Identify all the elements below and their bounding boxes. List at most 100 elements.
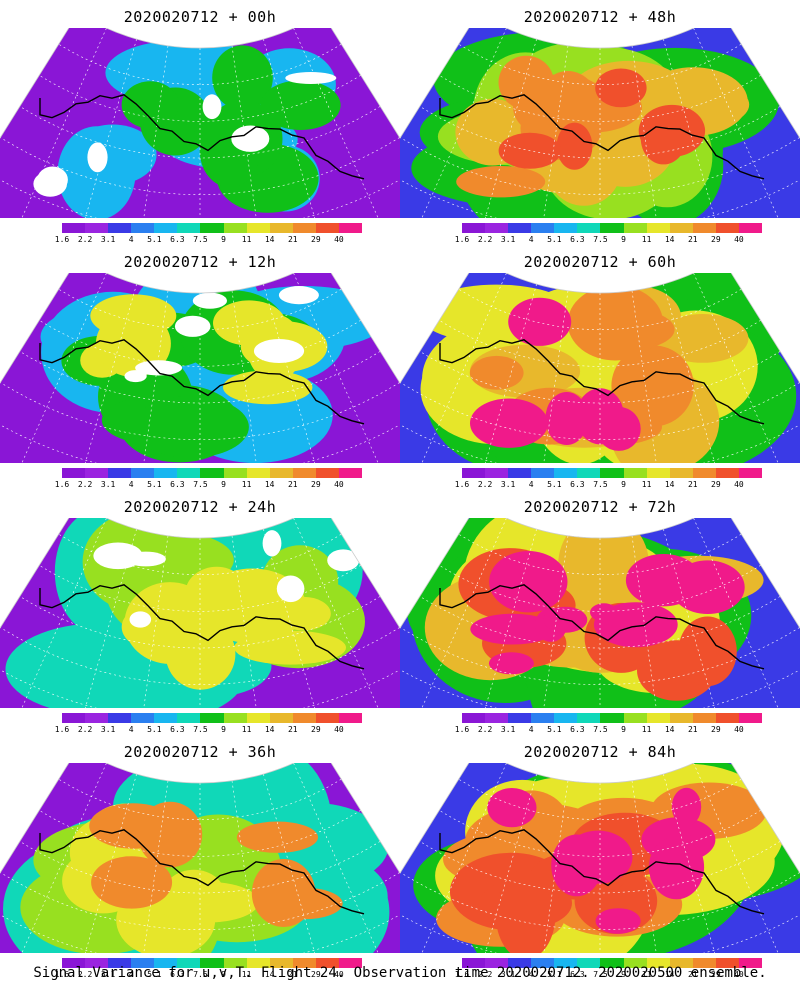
colorbar-tick-label: 29 — [311, 970, 321, 979]
colorbar-swatch — [669, 958, 693, 968]
colorbar-tick-label: 4 — [128, 725, 134, 734]
masked-region — [125, 551, 166, 567]
colorbar-swatch — [246, 468, 270, 478]
coastline — [439, 94, 765, 180]
variance-contour — [489, 551, 568, 613]
longitude-line — [137, 45, 169, 218]
masked-region — [253, 339, 305, 363]
longitude-line — [537, 780, 569, 953]
colorbar-swatch — [154, 713, 178, 723]
variance-map — [0, 763, 400, 953]
colorbar-swatch — [669, 223, 693, 233]
longitude-line — [75, 774, 137, 953]
longitude-line — [475, 284, 537, 463]
colorbar-tick-label: 29 — [311, 480, 321, 489]
map-border — [0, 28, 400, 139]
variance-contour — [567, 285, 664, 361]
colorbar-swatch — [508, 468, 532, 478]
colorbar-swatch — [715, 713, 739, 723]
colorbar-swatch — [623, 468, 647, 478]
latitude-line — [400, 658, 800, 708]
latitude-line — [458, 533, 742, 575]
colorbar-ticks: 1.6 2.2 3.1 4 5.1 6.3 7.5 9 11 14 21 29 40 — [455, 725, 762, 735]
colorbar-swatch — [554, 713, 578, 723]
longitude-line — [16, 763, 107, 953]
colorbar-swatch — [338, 468, 363, 478]
colorbar-swatch — [223, 468, 247, 478]
colorbar-swatch — [85, 713, 109, 723]
latitude-line — [0, 413, 400, 463]
longitude-line — [475, 39, 537, 218]
colorbar-tick-label: 6.3 — [170, 725, 185, 734]
colorbar-tick-label: 6.3 — [170, 970, 185, 979]
variance-contour — [470, 398, 548, 448]
longitude-line — [293, 273, 384, 463]
panel-title: 2020020712 + 84h — [523, 743, 677, 761]
variance-contour — [124, 582, 216, 664]
colorbar-tick-label: 21 — [287, 725, 298, 734]
colorbar-tick-label: 2.2 — [77, 235, 93, 244]
colorbar-swatch — [223, 713, 247, 723]
latitude-line — [419, 841, 781, 894]
colorbar-tick-label: 7.5 — [593, 235, 608, 244]
colorbar-tick-label: 21 — [687, 480, 698, 489]
colorbar-tick-label: 21 — [287, 235, 298, 244]
latitude-line — [19, 351, 381, 404]
masked-region — [278, 286, 319, 305]
colorbar-swatch — [554, 468, 578, 478]
colorbar — [62, 713, 363, 723]
longitude-line — [231, 45, 263, 218]
coastline — [439, 829, 765, 915]
forecast-panel: 2020020712 + 24h 1.6 2.2 3.1 4 5.1 6.3 7.5 9 11 14… — [0, 490, 400, 735]
colorbar-tick-label: 4 — [528, 480, 534, 489]
colorbar-tick-label: 4 — [528, 970, 534, 979]
colorbar-tick-label: 9 — [621, 970, 626, 979]
colorbar-swatch — [462, 468, 486, 478]
colorbar-tick-label: 3.1 — [100, 480, 116, 489]
colorbar-tick-label: 6.3 — [170, 235, 185, 244]
colorbar-swatch — [338, 223, 363, 233]
colorbar-tick-label: 21 — [687, 970, 698, 979]
colorbar-swatch — [315, 958, 339, 968]
latitude-line — [419, 596, 781, 649]
colorbar-tick-label: 3.1 — [500, 480, 516, 489]
colorbar-swatch — [177, 223, 201, 233]
colorbar-tick-label: 4 — [528, 235, 534, 244]
longitude-line — [537, 45, 569, 218]
colorbar-swatch — [646, 468, 670, 478]
colorbar-tick-label: 6.3 — [570, 480, 585, 489]
colorbar-swatch — [531, 713, 555, 723]
colorbar-tick-label: 4 — [528, 725, 534, 734]
colorbar — [462, 223, 763, 233]
colorbar-swatch — [177, 713, 201, 723]
colorbar-swatch — [738, 223, 763, 233]
colorbar-swatch — [577, 468, 601, 478]
variance-map — [0, 273, 400, 463]
colorbar-tick-label: 11 — [241, 725, 252, 734]
colorbar-tick-label: 5.1 — [147, 970, 162, 979]
colorbar-ticks: 1.6 2.2 3.1 4 5.1 6.3 7.5 9 11 14 21 29 40 — [55, 970, 362, 980]
longitude-line — [263, 774, 325, 953]
colorbar-swatch — [715, 958, 739, 968]
variance-contour — [498, 55, 554, 110]
colorbar-tick-label: 7.5 — [193, 725, 208, 734]
variance-map — [400, 518, 800, 708]
colorbar-swatch — [154, 958, 178, 968]
colorbar-swatch — [223, 223, 247, 233]
colorbar-swatch — [154, 468, 178, 478]
latitude-line — [400, 168, 800, 218]
colorbar-swatch — [738, 713, 763, 723]
colorbar-tick-label: 9 — [621, 480, 626, 489]
latitude-line — [458, 778, 742, 820]
latitude-line — [19, 596, 381, 649]
colorbar-swatch — [269, 713, 293, 723]
colorbar-tick-label: 40 — [734, 235, 744, 244]
variance-contour — [121, 81, 179, 129]
colorbar-swatch — [85, 223, 109, 233]
variance-contour — [495, 869, 556, 953]
colorbar-tick-label: 1.6 — [54, 970, 70, 979]
colorbar-swatch — [292, 958, 316, 968]
colorbar-tick-label: 21 — [287, 970, 298, 979]
panel-title: 2020020712 + 00h — [123, 8, 277, 26]
colorbar-swatch — [462, 223, 486, 233]
